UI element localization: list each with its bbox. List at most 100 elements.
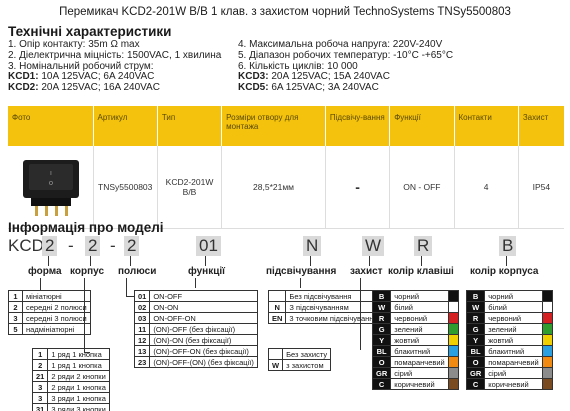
product-photo-cell: I O bbox=[8, 146, 94, 229]
column-header: Артикул bbox=[93, 106, 158, 146]
color-label: білий bbox=[390, 301, 449, 313]
connector bbox=[300, 278, 301, 288]
color-code: Y bbox=[465, 334, 486, 346]
spec-label: KCD2: bbox=[8, 82, 39, 94]
function-option-row: 01 ON-OFF bbox=[133, 290, 258, 302]
option-code: 3 bbox=[31, 381, 49, 393]
option-label: ON-OFF bbox=[149, 290, 258, 302]
color-swatch bbox=[447, 323, 459, 335]
column-header: Розміри отвору для монтажа bbox=[221, 106, 326, 146]
code-key-color: R bbox=[414, 236, 433, 256]
function-options: 01 ON-OFF 02 ON-ON 03 ON-OFF-ON 11 (ON)-OFF (бе… bbox=[133, 290, 258, 368]
color-code: W bbox=[371, 301, 392, 313]
contacts-cell: 4 bbox=[454, 146, 519, 229]
spec-text: 20A 125VAC; 15A 240VAC bbox=[268, 71, 390, 83]
product-table: Фото Артикул Тип Розміри отвору для монтажа… bbox=[8, 106, 564, 229]
color-code: BL bbox=[465, 345, 486, 357]
option-code: 3 bbox=[31, 392, 49, 404]
connector bbox=[195, 278, 196, 288]
color-swatch bbox=[541, 312, 553, 324]
connector bbox=[126, 296, 134, 297]
color-code: B bbox=[371, 290, 392, 302]
function-option-row: 02 ON-ON bbox=[133, 301, 258, 313]
color-label: коричневий bbox=[484, 378, 543, 390]
code-body-color: B bbox=[499, 236, 517, 256]
spec-line: KCD1: 10A 125VAC; 6A 240VAC bbox=[8, 71, 221, 83]
connector bbox=[310, 256, 311, 266]
spec-line: 1. Опір контакту: 35m Ω max bbox=[8, 39, 221, 51]
field-protection: захист bbox=[350, 266, 383, 277]
option-code: 03 bbox=[133, 312, 151, 324]
option-label: (ON)-OFF-(ON) (без фіксації) bbox=[149, 356, 258, 368]
connector bbox=[369, 256, 370, 266]
option-code: 5 bbox=[8, 323, 23, 335]
option-code: 23 bbox=[133, 356, 151, 368]
code-function: 01 bbox=[196, 236, 221, 256]
spec-text: 3. Номінальний робочий струм: bbox=[8, 60, 154, 72]
option-code: 11 bbox=[133, 323, 151, 335]
connector bbox=[90, 256, 91, 266]
spec-text: 6. Кількість циклів: 10 000 bbox=[238, 60, 358, 72]
svg-text:I: I bbox=[51, 171, 52, 177]
option-label: 3 ряди 1 кнопка bbox=[47, 392, 110, 404]
color-swatch bbox=[541, 290, 553, 302]
color-swatch bbox=[541, 345, 553, 357]
option-label: з захистом bbox=[282, 359, 332, 371]
function-option-row: 13 (ON)-OFF-ON (без фіксації) bbox=[133, 345, 258, 357]
option-label: ON-ON bbox=[149, 301, 258, 313]
spec-line: 4. Максимальна робоча напруга: 220V-240V bbox=[238, 39, 453, 51]
color-swatch bbox=[541, 334, 553, 346]
option-label: 3 ряди 3 кнопки bbox=[47, 403, 110, 411]
option-code: 13 bbox=[133, 345, 151, 357]
color-label: жовтий bbox=[390, 334, 449, 346]
connector bbox=[40, 278, 41, 290]
option-label: 2 ряди 2 кнопки bbox=[47, 370, 110, 382]
form-option-row: 5 надмініатюрні bbox=[8, 323, 91, 335]
light-option-row: EN 3 точковим підсвічуванням bbox=[267, 312, 387, 324]
option-label: (ON)-ON (без фіксації) bbox=[149, 334, 258, 346]
option-code: 31 bbox=[31, 403, 49, 411]
color-code: GR bbox=[371, 367, 392, 379]
option-label: 2 ряди 1 кнопка bbox=[47, 381, 110, 393]
option-label: мініатюрні bbox=[22, 290, 91, 302]
option-code bbox=[267, 290, 287, 302]
option-code bbox=[267, 348, 284, 360]
light-option-row: Без підсвічування bbox=[267, 290, 387, 302]
spec-left-list: 1. Опір контакту: 35m Ω max 2. Діелектрич… bbox=[8, 39, 221, 94]
poles-option-row: 21 2 ряди 2 кнопки bbox=[31, 370, 110, 382]
color-label: жовтий bbox=[484, 334, 543, 346]
article-cell: TNSy5500803 bbox=[93, 146, 158, 229]
color-code: R bbox=[465, 312, 486, 324]
option-code: 12 bbox=[133, 334, 151, 346]
spec-text: 5. Діапазон робочих температур: -10°C -+… bbox=[238, 49, 454, 61]
color-code: B bbox=[465, 290, 486, 302]
color-code: W bbox=[465, 301, 486, 313]
color-swatch bbox=[541, 378, 553, 390]
field-lighting: підсвічування bbox=[266, 266, 337, 277]
light-options: Без підсвічування N З підсвічуванням EN 3 то… bbox=[267, 290, 387, 324]
color-option-row: GR сірий bbox=[371, 367, 459, 379]
color-swatch bbox=[541, 301, 553, 313]
column-header: Фото bbox=[8, 106, 94, 146]
color-swatch bbox=[447, 290, 459, 302]
option-label: Без захисту bbox=[282, 348, 332, 360]
spec-text: 1. Опір контакту: 35m Ω max bbox=[8, 39, 140, 50]
column-header: Контакти bbox=[454, 106, 519, 146]
hole-size-cell: 28,5*21мм bbox=[221, 146, 326, 229]
color-code: O bbox=[465, 356, 486, 368]
color-swatch bbox=[447, 345, 459, 357]
option-label: 1 ряд 1 кнопка bbox=[47, 348, 110, 360]
field-form: форма bbox=[28, 266, 62, 277]
color-code: O bbox=[371, 356, 392, 368]
